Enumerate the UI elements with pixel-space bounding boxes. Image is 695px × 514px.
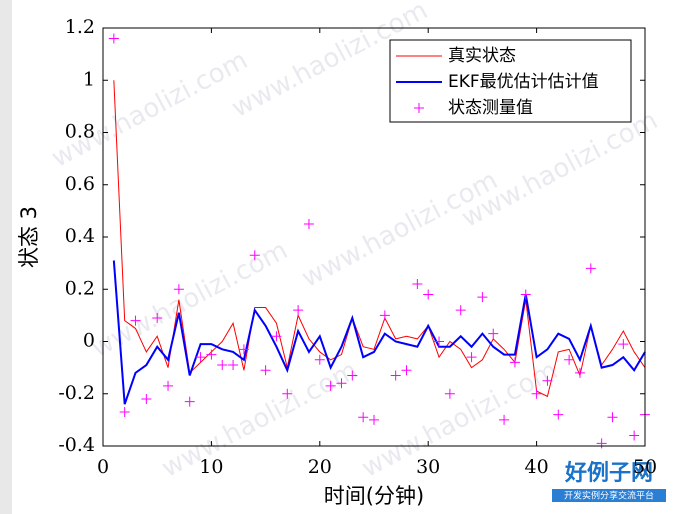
marker	[238, 344, 249, 355]
marker	[455, 305, 466, 316]
marker	[629, 430, 640, 441]
marker	[108, 33, 119, 44]
x-tick-label: 40	[525, 456, 549, 478]
marker	[369, 414, 379, 425]
marker	[466, 352, 477, 363]
marker	[520, 289, 531, 300]
y-tick-label: 0	[83, 330, 95, 352]
marker	[303, 218, 314, 229]
marker	[434, 336, 445, 347]
marker	[412, 279, 423, 290]
marker	[119, 407, 130, 418]
marker	[358, 412, 369, 423]
logo: 好例子网	[564, 460, 653, 486]
marker	[260, 365, 271, 376]
marker	[390, 370, 401, 381]
series-line	[113, 80, 646, 398]
marker	[542, 375, 553, 386]
x-tick-label: 30	[416, 456, 440, 478]
marker	[130, 315, 141, 326]
legend-swatch	[414, 103, 424, 113]
y-tick-label: 0.8	[65, 121, 95, 143]
y-tick-label: 1.2	[65, 16, 95, 38]
marker	[509, 357, 520, 368]
marker	[401, 365, 412, 376]
marker	[477, 292, 488, 303]
marker	[618, 339, 629, 350]
marker	[163, 380, 174, 391]
y-axis-label: 状态 3	[17, 206, 41, 268]
y-tick-label: -0.2	[58, 382, 95, 404]
y-tick-label: 0.2	[65, 277, 95, 299]
marker	[195, 352, 206, 363]
marker	[379, 310, 390, 321]
marker	[141, 393, 152, 404]
x-tick-label: 50	[633, 456, 657, 478]
logo-band	[552, 489, 666, 502]
y-tick-label: 0.4	[65, 225, 95, 247]
marker	[423, 289, 434, 300]
marker	[488, 328, 499, 339]
marker	[444, 388, 455, 399]
x-axis-label: 时间(分钟)	[324, 484, 424, 508]
marker	[607, 412, 618, 423]
marker	[184, 396, 195, 407]
marker	[574, 367, 585, 378]
series-line	[112, 260, 646, 405]
axes-box	[102, 27, 646, 447]
legend-label: EKF最优估计估计值	[448, 72, 599, 92]
marker	[217, 360, 228, 371]
marker	[596, 438, 607, 449]
marker	[347, 370, 358, 381]
marker	[314, 354, 325, 365]
x-tick-label: 0	[97, 456, 109, 478]
marker	[585, 263, 596, 274]
y-tick-label: -0.4	[58, 434, 95, 456]
legend-label: 状态测量值	[448, 98, 533, 118]
y-tick-label: 0.6	[65, 173, 95, 195]
marker	[152, 312, 163, 323]
marker	[499, 414, 510, 425]
marker	[228, 360, 239, 371]
legend-label: 真实状态	[448, 46, 516, 66]
marker	[564, 354, 575, 365]
marker	[173, 284, 184, 295]
marker	[282, 388, 293, 399]
marker	[293, 305, 304, 316]
marker	[249, 250, 260, 261]
logo-subtitle: 开发实例分享交流平台	[564, 490, 654, 502]
marker	[325, 380, 336, 391]
marker	[336, 378, 347, 389]
x-tick-label: 20	[308, 456, 332, 478]
y-tick-label: 1	[83, 68, 95, 90]
marker	[531, 388, 542, 399]
marker	[271, 331, 282, 342]
side-panel	[0, 0, 12, 514]
marker	[206, 349, 217, 360]
marker	[553, 409, 564, 420]
x-tick-label: 10	[199, 456, 223, 478]
